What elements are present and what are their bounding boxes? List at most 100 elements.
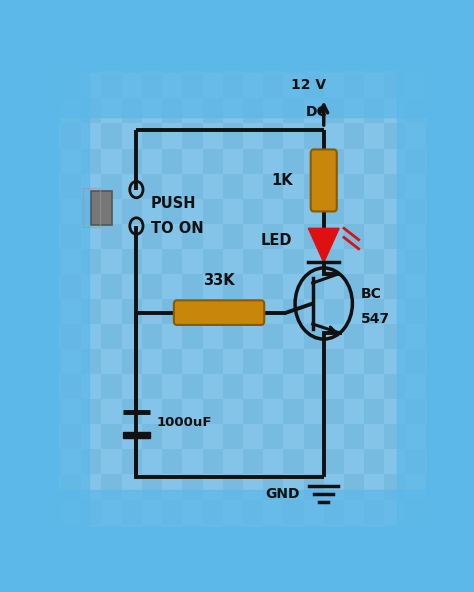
Bar	[122, 98, 142, 124]
Bar	[182, 149, 202, 173]
Bar	[405, 349, 425, 374]
Bar	[263, 399, 283, 424]
Bar	[101, 199, 122, 224]
Bar	[405, 149, 425, 173]
Bar	[59, 71, 89, 527]
Bar	[202, 525, 223, 549]
Bar	[344, 399, 364, 424]
Bar	[263, 124, 283, 149]
Bar	[101, 124, 122, 149]
Bar	[364, 249, 384, 274]
Text: GND: GND	[265, 487, 300, 501]
Bar	[324, 98, 344, 124]
Bar	[223, 424, 243, 449]
Bar	[243, 449, 263, 474]
Bar	[202, 424, 223, 449]
Bar	[123, 432, 150, 437]
Bar	[223, 474, 243, 500]
Bar	[41, 525, 61, 549]
Bar	[122, 149, 142, 173]
Bar	[182, 324, 202, 349]
Bar	[101, 149, 122, 173]
Bar	[425, 199, 445, 224]
Bar	[283, 500, 303, 525]
Bar	[162, 224, 182, 249]
Bar	[263, 349, 283, 374]
Bar	[384, 324, 405, 349]
Bar	[405, 173, 425, 199]
Bar	[243, 349, 263, 374]
Bar	[223, 374, 243, 399]
Bar	[263, 474, 283, 500]
Bar	[324, 374, 344, 399]
Bar	[243, 274, 263, 299]
Bar	[263, 173, 283, 199]
Bar	[303, 149, 324, 173]
Bar	[122, 500, 142, 525]
Bar	[41, 199, 61, 224]
Bar	[82, 73, 101, 98]
Bar	[324, 249, 344, 274]
Bar	[41, 173, 61, 199]
Bar	[344, 199, 364, 224]
Bar	[425, 349, 445, 374]
Bar	[303, 98, 324, 124]
Bar	[303, 449, 324, 474]
Bar	[405, 324, 425, 349]
Bar	[142, 173, 162, 199]
Bar	[324, 525, 344, 549]
Bar	[283, 249, 303, 274]
Bar	[364, 274, 384, 299]
Bar	[202, 124, 223, 149]
Bar	[142, 449, 162, 474]
Bar	[283, 299, 303, 324]
Bar	[142, 500, 162, 525]
Bar	[202, 49, 223, 73]
Bar	[41, 124, 61, 149]
Bar	[425, 324, 445, 349]
Bar	[82, 525, 101, 549]
Bar	[41, 98, 61, 124]
Bar	[162, 525, 182, 549]
Bar	[324, 173, 344, 199]
Bar	[61, 299, 82, 324]
Bar	[83, 188, 100, 227]
Bar	[182, 249, 202, 274]
Bar	[122, 199, 142, 224]
Bar	[101, 299, 122, 324]
Bar	[405, 424, 425, 449]
Bar	[91, 191, 111, 225]
Bar	[61, 98, 82, 124]
Bar	[162, 149, 182, 173]
Bar	[82, 324, 101, 349]
Bar	[263, 49, 283, 73]
Bar	[243, 424, 263, 449]
Bar	[384, 474, 405, 500]
Bar	[405, 98, 425, 124]
Bar	[142, 299, 162, 324]
Bar	[122, 224, 142, 249]
Bar	[61, 349, 82, 374]
Bar	[82, 399, 101, 424]
Bar	[425, 98, 445, 124]
Bar	[303, 324, 324, 349]
Bar	[425, 374, 445, 399]
Bar	[82, 149, 101, 173]
Bar	[384, 500, 405, 525]
Bar	[384, 424, 405, 449]
Bar	[243, 173, 263, 199]
Bar	[101, 173, 122, 199]
Bar	[324, 299, 344, 324]
Bar	[122, 73, 142, 98]
Polygon shape	[308, 229, 339, 262]
Bar	[61, 324, 82, 349]
Bar	[283, 374, 303, 399]
Bar	[202, 349, 223, 374]
Bar	[101, 374, 122, 399]
Bar	[142, 249, 162, 274]
Bar	[82, 173, 101, 199]
Bar	[182, 199, 202, 224]
Bar	[122, 525, 142, 549]
Bar	[243, 500, 263, 525]
Bar	[61, 124, 82, 149]
